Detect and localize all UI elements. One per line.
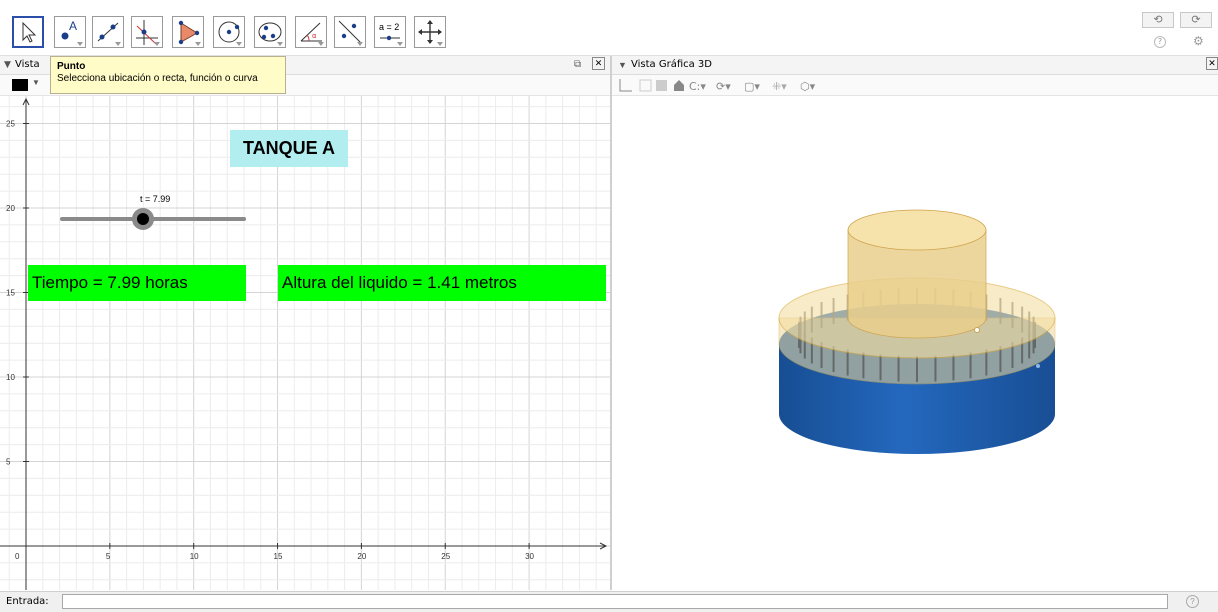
redo-button[interactable]: ⟳ xyxy=(1180,12,1212,28)
input-bar: Entrada: ? xyxy=(0,591,1218,612)
move-tool-button[interactable] xyxy=(12,16,44,48)
slider-tool-glyph: a = 2 xyxy=(379,22,400,32)
graphics-view[interactable]: 0 5 10 15 20 25 30 25 20 15 10 5 TANQUE A t = 7.99 … xyxy=(0,96,610,590)
conic-tool-button[interactable] xyxy=(254,16,286,48)
command-input[interactable] xyxy=(62,594,1168,609)
height-label: Altura del liquido = 1.41 metros xyxy=(278,265,606,301)
ellipse-icon xyxy=(258,22,282,42)
x-tick-label: 15 xyxy=(274,552,283,561)
x-tick-label: 30 xyxy=(525,552,534,561)
y-tick-label: 10 xyxy=(6,373,15,382)
svg-text:C:▾: C:▾ xyxy=(689,80,706,93)
time-label: Tiempo = 7.99 horas xyxy=(28,265,246,301)
collapse-triangle-icon[interactable]: ▼ xyxy=(618,60,627,70)
reflect-tool-button[interactable] xyxy=(334,16,366,48)
point-tool-button[interactable]: A xyxy=(54,16,86,48)
svg-text:⬡▾: ⬡▾ xyxy=(800,80,816,93)
color-swatch[interactable] xyxy=(12,79,28,91)
x-tick-label: 20 xyxy=(357,552,366,561)
point-icon xyxy=(61,32,69,40)
move-arrows-icon xyxy=(418,20,442,44)
y-tick-label: 5 xyxy=(6,458,11,467)
redo-icon: ⟳ xyxy=(1191,13,1201,26)
perpendicular-icon xyxy=(136,20,158,45)
3d-style-bar: C:▾ ⟳▾ ▢▾ ⁜▾ ⬡▾ xyxy=(612,75,1218,96)
undo-button[interactable]: ⟲ xyxy=(1142,12,1174,28)
polygon-icon xyxy=(178,20,200,45)
x-tick-label: 5 xyxy=(106,552,111,561)
input-label: Entrada: xyxy=(6,596,49,607)
circle-tool-button[interactable] xyxy=(213,16,245,48)
y-tick-label: 15 xyxy=(6,289,15,298)
x-tick-label: 10 xyxy=(190,552,199,561)
angle-tool-button[interactable]: α xyxy=(295,16,327,48)
undock-icon[interactable]: ⧉ xyxy=(574,59,582,70)
move-view-tool-button[interactable] xyxy=(414,16,446,48)
slider-label: t = 7.99 xyxy=(140,194,171,204)
cursor-arrow-icon xyxy=(22,21,37,43)
slider-knob[interactable] xyxy=(131,208,154,230)
point-tool-glyph: A xyxy=(69,19,78,33)
close-3d-panel-icon[interactable]: ✕ xyxy=(1206,57,1218,70)
svg-text:α: α xyxy=(312,32,317,40)
angle-icon: α xyxy=(300,22,322,42)
toolbar: A α a = 2 ⟲ ⟳ ? ⚙ xyxy=(0,0,1218,56)
x-tick-label: 25 xyxy=(441,552,450,561)
circle-icon xyxy=(218,21,240,43)
3d-style-bar-icons[interactable]: C:▾ ⟳▾ ▢▾ ⁜▾ ⬡▾ xyxy=(616,77,876,93)
tool-tooltip: Punto Selecciona ubicación o recta, func… xyxy=(50,56,286,94)
slider-tool-button[interactable]: a = 2 xyxy=(374,16,406,48)
line-icon xyxy=(97,22,119,42)
polygon-tool-button[interactable] xyxy=(172,16,204,48)
undo-icon: ⟲ xyxy=(1153,13,1163,26)
help-icon[interactable]: ? xyxy=(1154,36,1166,48)
collapse-triangle-icon[interactable]: ▼ xyxy=(4,60,11,70)
line-tool-button[interactable] xyxy=(92,16,124,48)
y-tick-label: 25 xyxy=(6,120,15,129)
svg-text:▢▾: ▢▾ xyxy=(744,80,760,93)
reflect-icon xyxy=(338,20,362,44)
settings-gear-icon[interactable]: ⚙ xyxy=(1193,34,1204,48)
close-panel-icon[interactable]: ✕ xyxy=(592,57,605,70)
input-help-icon[interactable]: ? xyxy=(1186,595,1199,608)
y-tick-label: 20 xyxy=(6,204,15,213)
dropdown-arrow-icon[interactable]: ▼ xyxy=(32,78,40,87)
3d-panel-header: ▼ Vista Gráfica 3D ✕ xyxy=(612,56,1218,75)
tooltip-text: Selecciona ubicación o recta, función o … xyxy=(57,73,258,84)
tank-3d-render xyxy=(778,209,1056,454)
x-tick-label: 0 xyxy=(15,552,20,561)
perpendicular-tool-button[interactable] xyxy=(131,16,163,48)
svg-text:⟳▾: ⟳▾ xyxy=(716,80,731,93)
3d-panel-title: Vista Gráfica 3D xyxy=(631,59,712,70)
svg-text:⁜▾: ⁜▾ xyxy=(772,80,787,93)
tank-title-label: TANQUE A xyxy=(230,130,348,167)
3d-graphics-view[interactable] xyxy=(612,96,1218,590)
axis-arrows xyxy=(22,97,608,550)
panel-title: Vista xyxy=(15,59,40,70)
grid-canvas: 0 5 10 15 20 25 30 25 20 15 10 5 xyxy=(0,96,610,590)
slider-icon xyxy=(380,35,400,41)
panel-divider[interactable] xyxy=(610,56,612,590)
tooltip-title: Punto xyxy=(57,61,86,72)
